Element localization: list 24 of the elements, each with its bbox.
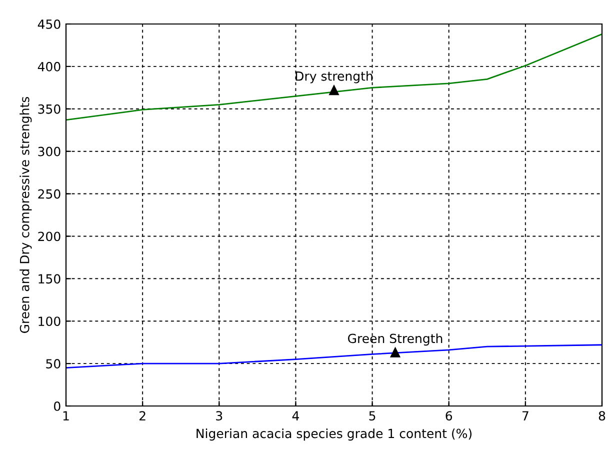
y-tick-label: 0 bbox=[54, 401, 60, 411]
x-tick-label: 7 bbox=[522, 411, 528, 420]
y-tick-label: 250 bbox=[38, 189, 60, 199]
x-axis-title: Nigerian acacia species grade 1 content (%) bbox=[196, 428, 472, 441]
x-tick-label: 6 bbox=[446, 411, 452, 421]
y-tick-label: 150 bbox=[38, 274, 60, 284]
x-tick-label: 5 bbox=[369, 411, 376, 421]
y-tick-label: 450 bbox=[38, 19, 60, 29]
x-tick-label: 3 bbox=[216, 411, 222, 421]
y-tick-label: 350 bbox=[38, 104, 60, 114]
x-tick-label: 4 bbox=[292, 411, 299, 420]
y-tick-label: 100 bbox=[38, 316, 60, 326]
x-tick-label: 2 bbox=[140, 411, 146, 420]
x-tick-label: 1 bbox=[63, 411, 69, 420]
line-series bbox=[66, 344, 602, 368]
x-tick-label: 8 bbox=[598, 411, 606, 421]
y-tick-label: 50 bbox=[46, 359, 60, 368]
line-series bbox=[66, 33, 602, 121]
annotation: Dry strength bbox=[296, 71, 372, 84]
annotation: Green Strength bbox=[348, 333, 442, 346]
y-tick-label: 300 bbox=[38, 146, 60, 156]
y-tick-label: 400 bbox=[38, 62, 60, 72]
y-tick-label: 200 bbox=[38, 232, 60, 242]
y-axis-title: Green and Dry compressive strenghts bbox=[20, 96, 32, 333]
